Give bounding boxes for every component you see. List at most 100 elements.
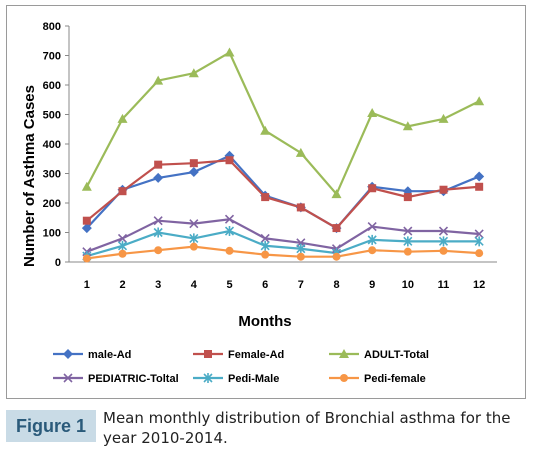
x-tick-label: 8 [333, 279, 339, 291]
data-point-pedi-female [118, 249, 127, 258]
data-point-adult-total [367, 108, 378, 118]
x-tick-label: 7 [298, 279, 304, 291]
data-point-female-ad [368, 184, 377, 193]
legend-swatch-marker [63, 373, 73, 383]
data-point-pedi-male [153, 227, 163, 238]
y-tick-label: 500 [43, 110, 61, 122]
data-point-female-ad [403, 193, 412, 202]
data-point-pedi-male [224, 226, 235, 237]
data-point-pedi-female [225, 246, 234, 255]
data-point-male-ad [81, 223, 92, 234]
data-point-female-ad [154, 160, 163, 169]
data-point-pedi-male [117, 240, 128, 251]
series-line-pedi-male [86, 229, 480, 258]
y-tick-label: 200 [43, 198, 61, 210]
data-point-pediatric-toltal [260, 233, 270, 243]
data-point-pedi-male [260, 240, 270, 251]
data-point-female-ad [296, 203, 305, 212]
legend-entry-label: Female-Ad [228, 349, 284, 361]
data-point-pedi-female [403, 247, 412, 256]
data-point-male-ad [153, 172, 164, 183]
series-line-female-ad [86, 159, 480, 230]
data-point-pedi-female [368, 246, 377, 255]
data-point-pediatric-toltal [117, 233, 128, 243]
x-tick-label: 12 [473, 279, 485, 291]
series-lines [85, 50, 480, 260]
figure-caption-text: Mean monthly distribution of Bronchial a… [103, 409, 511, 447]
data-point-adult-total [260, 125, 271, 135]
x-tick-labels: 1 2 3 4 5 6 7 8 9 10 11 12 [84, 279, 486, 291]
legend-swatch-marker [203, 373, 213, 383]
legend-entry-label: Pedi-Male [228, 373, 279, 385]
y-tick-label: 800 [43, 21, 61, 33]
data-point-adult-total [402, 121, 413, 131]
y-tick-label: 600 [43, 80, 61, 92]
data-point-male-ad [474, 171, 485, 182]
data-point-pedi-female [154, 246, 163, 255]
y-tick-labels: 0 100 200 300 400 500 600 700 800 [43, 21, 61, 269]
figure-label: Figure 1 [6, 410, 96, 442]
legend-swatch-marker [63, 349, 73, 359]
data-point-pedi-male [403, 236, 413, 247]
data-point-adult-total [81, 181, 92, 191]
data-point-adult-total [474, 96, 485, 106]
data-point-pedi-male [438, 236, 449, 247]
y-tick-label: 700 [43, 51, 61, 63]
data-point-pedi-male [367, 234, 377, 245]
data-point-pedi-female [475, 249, 484, 258]
y-tick-label: 400 [43, 139, 61, 151]
data-point-female-ad [475, 182, 484, 191]
data-point-pedi-female [189, 242, 198, 251]
x-tick-label: 2 [119, 279, 125, 291]
x-tick-label: 11 [438, 279, 450, 291]
x-axis-title: Months [238, 313, 291, 330]
x-tick-label: 3 [155, 279, 161, 291]
data-point-pediatric-toltal [403, 226, 413, 236]
data-point-adult-total [295, 147, 306, 157]
data-point-pedi-male [296, 243, 306, 254]
data-point-pedi-male [189, 233, 199, 244]
legend-swatch-marker [339, 349, 349, 358]
data-point-adult-total [438, 113, 449, 123]
data-point-female-ad [82, 216, 91, 225]
data-point-pedi-female [82, 254, 91, 263]
y-tick-label: 300 [43, 169, 61, 181]
series-line-male-ad [86, 154, 480, 230]
data-point-adult-total [224, 47, 235, 57]
data-point-pediatric-toltal [189, 219, 199, 229]
legend-entry-label: PEDIATRIC-Toltal [88, 373, 179, 385]
data-point-pedi-female [296, 252, 305, 261]
series-line-pedi-female [86, 245, 480, 260]
legend-entry-label: ADULT-Total [364, 349, 429, 361]
legend-swatch-marker [340, 374, 348, 382]
legend-entry-label: male-Ad [88, 349, 131, 361]
data-point-female-ad [439, 185, 448, 194]
data-point-female-ad [189, 159, 198, 168]
data-point-pediatric-toltal [367, 222, 377, 232]
data-point-adult-total [153, 75, 164, 85]
x-tick-label: 5 [226, 279, 232, 291]
legend-entry-label: Pedi-female [364, 373, 426, 385]
y-axis-title: Number of Asthma Cases [21, 85, 38, 267]
x-tick-label: 6 [262, 279, 268, 291]
x-tick-label: 10 [402, 279, 414, 291]
data-point-pedi-female [439, 246, 448, 255]
data-point-pedi-male [474, 236, 484, 247]
axes [65, 25, 497, 263]
data-point-female-ad [118, 187, 127, 196]
legend: male-Ad Female-Ad ADULT-Total PEDIATRIC-Tol… [53, 349, 429, 385]
chart-frame: 0 100 200 300 400 500 600 700 800 1 2 3 4 5 6 7 8 9 10 11 1… [6, 5, 526, 399]
data-point-pediatric-toltal [224, 214, 235, 224]
x-tick-label: 1 [84, 279, 90, 291]
x-tick-label: 9 [369, 279, 375, 291]
data-point-adult-total [188, 68, 199, 78]
data-point-pedi-female [261, 250, 270, 259]
data-point-male-ad [188, 167, 199, 178]
data-point-adult-total [331, 189, 342, 199]
data-point-pedi-female [332, 252, 341, 261]
data-point-adult-total [117, 113, 128, 123]
data-point-pediatric-toltal [153, 216, 163, 226]
figure-caption: Figure 1 Mean monthly distribution of Br… [6, 408, 536, 456]
data-point-female-ad [225, 156, 234, 165]
